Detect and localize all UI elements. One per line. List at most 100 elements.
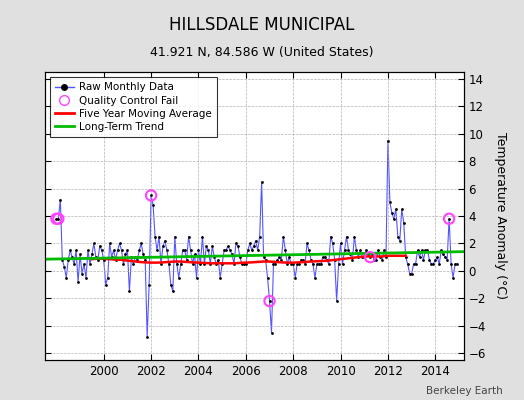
Point: [84, 247, 92, 254]
Point: [182, 257, 191, 263]
Text: HILLSDALE MUNICIPAL: HILLSDALE MUNICIPAL: [169, 16, 355, 34]
Point: [285, 254, 293, 260]
Point: [157, 261, 165, 267]
Point: [112, 257, 120, 263]
Point: [78, 270, 86, 277]
Point: [147, 192, 155, 199]
Point: [167, 281, 175, 288]
Point: [437, 247, 445, 254]
Point: [443, 257, 451, 263]
Point: [224, 243, 232, 249]
Point: [56, 196, 64, 203]
Point: [94, 257, 102, 263]
Point: [271, 261, 280, 267]
Point: [119, 261, 128, 267]
Point: [315, 261, 323, 267]
Point: [368, 251, 376, 258]
Point: [334, 261, 343, 267]
Point: [95, 243, 104, 249]
Point: [76, 251, 84, 258]
Point: [297, 257, 305, 263]
Point: [125, 288, 134, 295]
Point: [275, 254, 283, 260]
Point: [413, 247, 422, 254]
Point: [74, 279, 82, 285]
Point: [216, 274, 224, 281]
Point: [331, 257, 339, 263]
Point: [174, 274, 183, 281]
Point: [281, 247, 290, 254]
Point: [179, 247, 187, 254]
Point: [299, 257, 307, 263]
Point: [265, 298, 274, 304]
Point: [220, 247, 228, 254]
Point: [416, 254, 424, 260]
Point: [423, 247, 432, 254]
Point: [321, 254, 329, 260]
Point: [100, 257, 108, 263]
Point: [54, 216, 62, 222]
Point: [121, 251, 129, 258]
Point: [187, 247, 195, 254]
Point: [293, 261, 301, 267]
Point: [113, 247, 122, 254]
Point: [401, 254, 410, 260]
Point: [425, 257, 433, 263]
Point: [427, 261, 435, 267]
Point: [180, 247, 189, 254]
Point: [52, 216, 61, 222]
Point: [256, 233, 264, 240]
Point: [97, 247, 106, 254]
Point: [177, 261, 185, 267]
Point: [66, 247, 74, 254]
Point: [239, 261, 248, 267]
Point: [202, 243, 211, 249]
Point: [264, 274, 272, 281]
Point: [429, 261, 438, 267]
Point: [417, 247, 425, 254]
Point: [155, 233, 163, 240]
Point: [342, 233, 351, 240]
Point: [419, 257, 428, 263]
Point: [92, 254, 100, 260]
Point: [214, 257, 222, 263]
Point: [352, 247, 361, 254]
Point: [341, 247, 349, 254]
Point: [374, 247, 383, 254]
Point: [431, 257, 440, 263]
Point: [313, 261, 321, 267]
Point: [439, 251, 447, 258]
Point: [163, 247, 171, 254]
Point: [366, 254, 374, 260]
Point: [127, 254, 136, 260]
Point: [267, 329, 276, 336]
Point: [441, 254, 450, 260]
Point: [362, 247, 370, 254]
Point: [391, 206, 400, 212]
Point: [406, 270, 414, 277]
Point: [279, 233, 288, 240]
Point: [354, 254, 363, 260]
Point: [370, 257, 378, 263]
Point: [192, 274, 201, 281]
Point: [289, 261, 298, 267]
Point: [123, 247, 132, 254]
Point: [372, 257, 380, 263]
Point: [169, 288, 177, 295]
Point: [336, 240, 345, 247]
Point: [378, 257, 386, 263]
Point: [70, 261, 78, 267]
Point: [115, 240, 124, 247]
Point: [257, 178, 266, 185]
Point: [149, 202, 157, 208]
Point: [236, 254, 244, 260]
Point: [356, 247, 365, 254]
Point: [171, 233, 179, 240]
Point: [408, 270, 416, 277]
Point: [145, 281, 154, 288]
Point: [384, 137, 392, 144]
Point: [259, 254, 268, 260]
Point: [141, 257, 149, 263]
Point: [198, 233, 206, 240]
Point: [230, 261, 238, 267]
